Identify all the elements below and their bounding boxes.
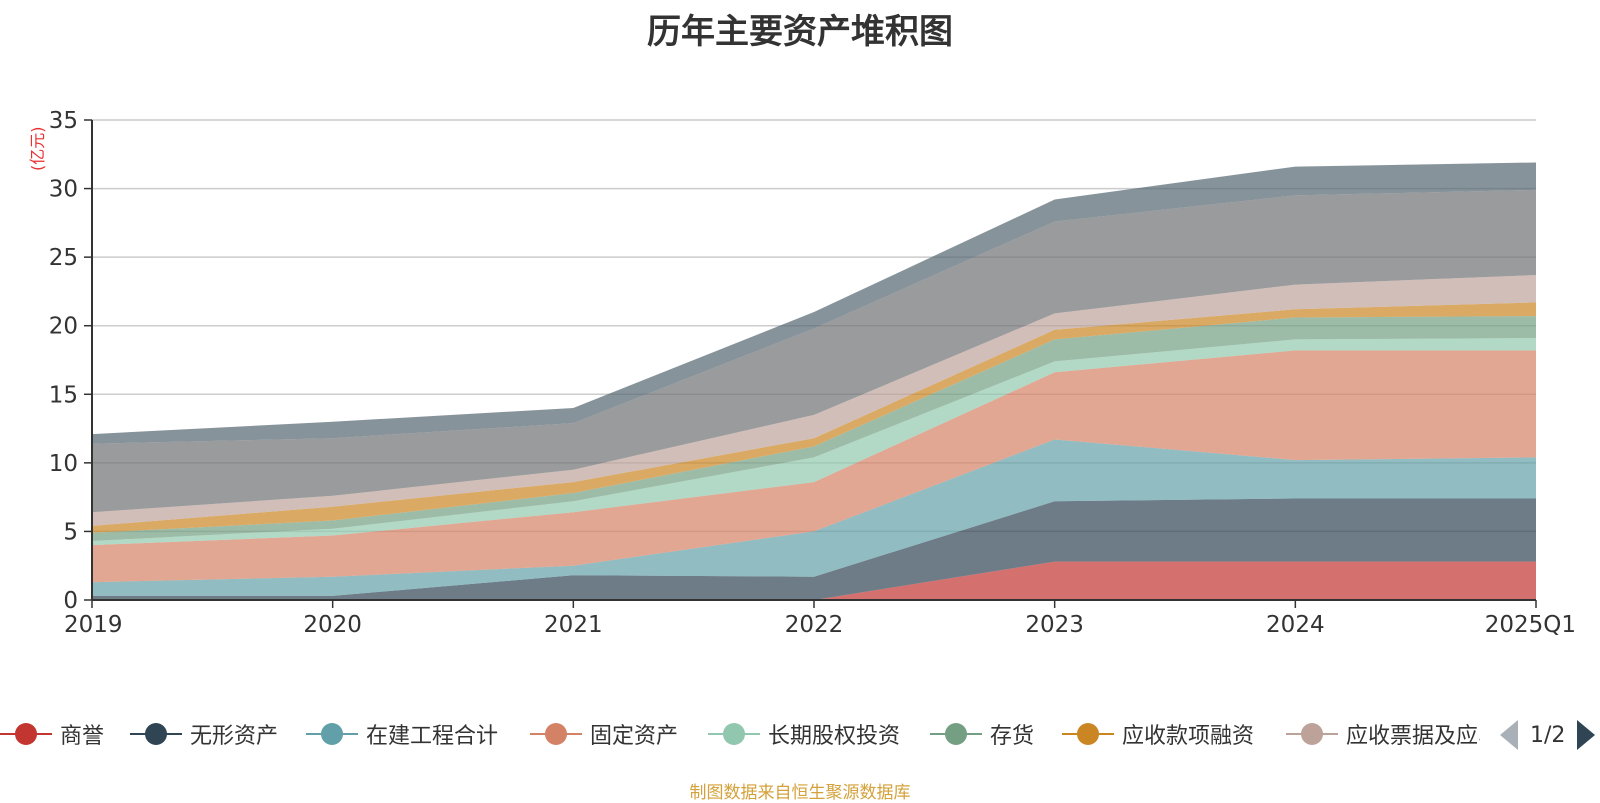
y-tick-label: 30 <box>49 177 78 203</box>
x-tick-label: 2022 <box>785 612 844 638</box>
y-tick-label: 5 <box>63 519 78 545</box>
x-tick-label: 2025Q1 <box>1485 612 1576 638</box>
legend-label: 在建工程合计 <box>366 724 499 749</box>
legend-item[interactable]: 商誉 <box>0 714 104 754</box>
x-tick-label: 2023 <box>1025 612 1084 638</box>
legend-item[interactable]: 固定资产 <box>530 714 678 754</box>
legend-item[interactable]: 无形资产 <box>130 714 278 754</box>
chart-title: 历年主要资产堆积图 <box>647 12 953 52</box>
legend-prev-page-icon[interactable] <box>1500 720 1518 750</box>
legend-label: 应收款项融资 <box>1122 724 1255 749</box>
y-tick-label: 20 <box>49 314 78 340</box>
legend-item[interactable]: 应收票据及应收账款 <box>1286 714 1480 754</box>
legend-pager: 1/2 <box>1500 718 1596 752</box>
legend-marker-icon <box>1062 714 1114 754</box>
legend-marker-icon <box>130 714 182 754</box>
legend-item[interactable]: 应收款项融资 <box>1062 714 1254 754</box>
legend-item[interactable]: 长期股权投资 <box>708 714 900 754</box>
legend-marker-icon <box>708 714 760 754</box>
legend-marker-icon <box>0 714 52 754</box>
x-tick-label: 2019 <box>64 612 123 638</box>
x-tick-label: 2020 <box>303 612 362 638</box>
x-tick-label: 2024 <box>1266 612 1325 638</box>
legend-label: 应收票据及应收账款 <box>1346 724 1480 749</box>
area-series-商誉[interactable] <box>92 561 1536 600</box>
area-series-货币资金[interactable] <box>92 189 1536 513</box>
area-series-无形资产[interactable] <box>92 498 1536 601</box>
area-series-存货[interactable] <box>92 316 1536 541</box>
y-tick-label: 25 <box>49 245 78 271</box>
legend-marker-icon <box>930 714 982 754</box>
legend-label: 存货 <box>990 724 1035 749</box>
y-tick-label: 0 <box>63 588 78 614</box>
legend-marker-icon <box>530 714 582 754</box>
area-series <box>92 162 1536 601</box>
legend-item[interactable]: 存货 <box>930 714 1034 754</box>
area-series-固定资产[interactable] <box>92 350 1536 583</box>
legend-page-indicator: 1/2 <box>1530 722 1566 748</box>
y-tick-label: 35 <box>49 108 78 134</box>
data-source-note: 制图数据来自恒生聚源数据库 <box>689 783 911 803</box>
area-series-其他[interactable] <box>92 162 1536 444</box>
x-tick-label: 2021 <box>544 612 603 638</box>
legend-item[interactable]: 在建工程合计 <box>306 714 498 754</box>
legend: 商誉 无形资产 在建工程合计 固定资产 长期股权投资 存货 应收款项融资 应收票据及应收账款 <box>0 714 1480 754</box>
axes: 0 5 10 15 20 25 30 35 2019 2020 2021 2022 2023 2024 20… <box>49 108 1576 638</box>
legend-marker-icon <box>1286 714 1338 754</box>
legend-label: 商誉 <box>60 724 105 749</box>
legend-label: 长期股权投资 <box>768 724 901 749</box>
legend-next-page-icon[interactable] <box>1577 720 1596 750</box>
y-tick-label: 10 <box>49 451 78 477</box>
y-tick-label: 15 <box>49 382 78 408</box>
legend-label: 无形资产 <box>190 724 279 749</box>
area-series-在建工程合计[interactable] <box>92 439 1536 596</box>
legend-label: 固定资产 <box>590 724 679 749</box>
area-series-应收票据及应收账款[interactable] <box>92 275 1536 526</box>
legend-marker-icon <box>306 714 358 754</box>
